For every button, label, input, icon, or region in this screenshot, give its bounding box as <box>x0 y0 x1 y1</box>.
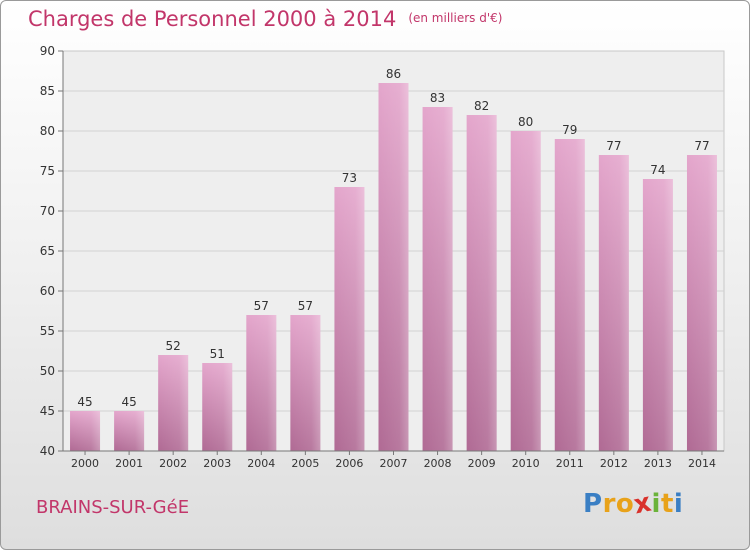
y-tick-label: 65 <box>40 244 55 258</box>
bar-value-label: 57 <box>298 299 313 313</box>
x-tick-label: 2002 <box>159 457 187 470</box>
bar-value-label: 86 <box>386 67 401 81</box>
bar-highlight <box>466 115 497 451</box>
x-tick-label: 2001 <box>115 457 143 470</box>
bar-highlight <box>378 83 409 451</box>
logo-letter: i <box>673 489 684 519</box>
bar-value-label: 51 <box>210 347 225 361</box>
chart-title: Charges de Personnel 2000 à 2014 (en mill… <box>28 7 502 31</box>
bar-highlight <box>290 315 321 451</box>
bar-highlight <box>334 187 365 451</box>
x-tick-label: 2009 <box>468 457 496 470</box>
bar-highlight <box>114 411 145 451</box>
x-tick-label: 2005 <box>291 457 319 470</box>
x-tick-label: 2013 <box>644 457 672 470</box>
x-tick-label: 2014 <box>688 457 716 470</box>
bar-value-label: 73 <box>342 171 357 185</box>
commune-name: BRAINS-SUR-GéE <box>36 497 190 518</box>
y-tick-label: 75 <box>40 164 55 178</box>
bar-highlight <box>246 315 277 451</box>
bar-value-label: 80 <box>518 115 533 129</box>
y-tick-label: 60 <box>40 284 55 298</box>
bar-value-label: 74 <box>650 163 665 177</box>
bar-highlight <box>686 155 717 451</box>
y-tick-label: 40 <box>40 444 55 458</box>
bar-highlight <box>554 139 585 451</box>
y-tick-label: 45 <box>40 404 55 418</box>
logo-letter: t <box>660 489 674 519</box>
chart-title-text: Charges de Personnel 2000 à 2014 <box>28 7 397 31</box>
bar-value-label: 77 <box>606 139 621 153</box>
x-tick-label: 2006 <box>335 457 363 470</box>
y-tick-label: 55 <box>40 324 55 338</box>
bar-value-label: 79 <box>562 123 577 137</box>
bar-highlight <box>510 131 541 451</box>
y-tick-label: 90 <box>40 44 55 58</box>
logo-letter: i <box>651 489 661 519</box>
y-tick-label: 85 <box>40 84 55 98</box>
y-axis: 40 45 50 55 60 65 70 75 80 85 90 <box>40 44 64 458</box>
bar-value-label: 77 <box>694 139 709 153</box>
y-tick-label: 70 <box>40 204 55 218</box>
y-tick-label: 50 <box>40 364 55 378</box>
bar-highlight <box>158 355 189 451</box>
x-tick-label: 2012 <box>600 457 628 470</box>
bar-value-label: 57 <box>254 299 269 313</box>
bar-highlight <box>422 107 453 451</box>
x-tick-label: 2004 <box>247 457 275 470</box>
bars: 45 45 52 51 57 57 73 86 83 82 80 79 77 74 77 <box>70 67 717 451</box>
x-tick-label: 2010 <box>512 457 540 470</box>
bar-value-label: 82 <box>474 99 489 113</box>
bar-highlight <box>70 411 101 451</box>
bar-value-label: 45 <box>77 395 92 409</box>
logo-letter: o <box>615 489 635 519</box>
bar-highlight <box>642 179 673 451</box>
logo-letter: P <box>583 489 603 519</box>
x-tick-label: 2008 <box>424 457 452 470</box>
bar-value-label: 83 <box>430 91 445 105</box>
x-tick-label: 2007 <box>380 457 408 470</box>
x-axis: 2000 2001 2002 2003 2004 2005 2006 2007 2008 2009… <box>63 450 724 470</box>
y-tick-label: 80 <box>40 124 55 138</box>
x-tick-label: 2000 <box>71 457 99 470</box>
proxiti-logo: Proxiti <box>583 488 684 521</box>
logo-letter: r <box>602 489 616 519</box>
bar-highlight <box>202 363 233 451</box>
chart-subtitle: (en milliers d'€) <box>408 11 503 25</box>
bar-value-label: 45 <box>121 395 136 409</box>
x-tick-label: 2011 <box>556 457 584 470</box>
bar-highlight <box>598 155 629 451</box>
x-tick-label: 2003 <box>203 457 231 470</box>
bar-value-label: 52 <box>166 339 181 353</box>
